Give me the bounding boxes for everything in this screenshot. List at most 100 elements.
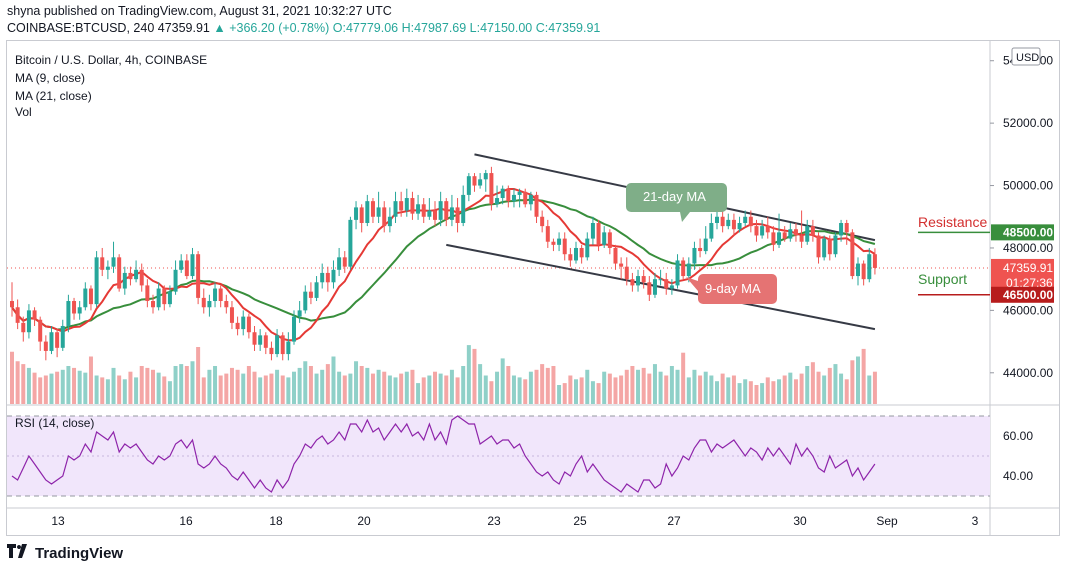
candle-body — [325, 272, 330, 283]
candle-body — [201, 297, 206, 308]
volume-bar — [88, 356, 93, 404]
candle-body — [686, 263, 691, 277]
volume-bar — [585, 369, 590, 404]
volume-bar — [404, 371, 409, 404]
volume-bar — [337, 371, 342, 404]
candle-body — [777, 232, 782, 245]
volume-bar — [805, 366, 810, 404]
tradingview-logo[interactable]: TradingView — [7, 544, 123, 562]
volume-bar — [359, 366, 364, 404]
volume-bar — [134, 377, 139, 404]
volume-bar — [376, 369, 381, 404]
candle-body — [760, 226, 765, 236]
candle-body — [810, 226, 815, 236]
candle-body — [658, 279, 663, 281]
candle-body — [641, 276, 646, 283]
candle-body — [213, 288, 218, 302]
volume-bar — [754, 385, 759, 404]
volume-bar — [466, 345, 471, 404]
volume-bar — [325, 364, 330, 404]
candle-body — [461, 194, 466, 223]
publish-info: shyna published on TradingView.com, Augu… — [7, 4, 392, 18]
candle-body — [156, 288, 161, 308]
volume-bar — [489, 381, 494, 404]
candle-body — [681, 260, 686, 277]
candle-body — [517, 191, 522, 195]
price-tick-label: 52000.00 — [1003, 116, 1053, 130]
volume-bar — [167, 381, 172, 404]
candle-body — [647, 282, 652, 295]
candle-body — [602, 232, 607, 245]
volume-bar — [303, 361, 308, 404]
volume-bar — [105, 379, 110, 404]
candle-body — [15, 307, 20, 323]
candle-body — [10, 301, 14, 308]
candle-body — [833, 235, 838, 255]
candle-body — [269, 347, 274, 355]
volume-bar — [43, 375, 48, 404]
candle-body — [438, 201, 443, 220]
volume-bar — [184, 366, 189, 404]
trend-channel-lower — [446, 243, 876, 331]
candle-body — [229, 307, 234, 323]
price-label-box — [991, 224, 1054, 241]
candle-body — [472, 176, 477, 186]
volume-bar — [269, 373, 274, 404]
volume-bar — [151, 369, 155, 404]
candle-body — [111, 257, 116, 267]
volume-bar — [393, 377, 398, 404]
candle-body — [117, 257, 122, 289]
chart-panel[interactable] — [6, 40, 1060, 536]
volume-bar — [179, 364, 184, 404]
volume-bar — [850, 360, 855, 404]
candle-body — [77, 307, 82, 314]
candle-body — [354, 207, 359, 220]
volume-bar — [213, 366, 218, 404]
candle-body — [540, 216, 545, 227]
candle-body — [421, 204, 426, 217]
volume-bar — [743, 379, 748, 404]
volume-bar — [715, 381, 719, 404]
candle-body — [737, 223, 742, 230]
volume-bar — [100, 377, 105, 404]
volume-bar — [218, 375, 223, 404]
volume-bar — [83, 372, 88, 404]
candle-body — [500, 188, 505, 199]
candle-body — [365, 201, 370, 223]
volume-bar — [331, 356, 336, 404]
rsi-tick-label: 40.00 — [1003, 469, 1033, 483]
volume-bar — [416, 383, 421, 404]
candle-body — [252, 332, 257, 345]
candle-body — [122, 272, 127, 289]
candle-body — [258, 335, 263, 345]
volume-bar — [613, 377, 618, 404]
ma21-callout-bubble — [626, 183, 727, 222]
resistance-label: Resistance — [918, 214, 987, 230]
candle-body — [782, 232, 787, 239]
candle-body — [816, 235, 821, 258]
volume-bar — [720, 373, 725, 404]
candle-body — [652, 279, 657, 295]
volume-bar — [292, 371, 296, 404]
volume-bar — [382, 371, 387, 404]
volume-bar — [94, 375, 99, 404]
time-label: 25 — [573, 514, 587, 528]
volume-bar — [511, 375, 516, 404]
candle-body — [72, 301, 77, 314]
volume-bar — [66, 366, 71, 404]
price-tick-label: 50000.00 — [1003, 179, 1053, 193]
candle-body — [38, 319, 43, 342]
rsi-line — [11, 415, 876, 493]
candle-body — [207, 301, 212, 308]
volume-bar — [495, 371, 500, 404]
candle-body — [393, 201, 398, 217]
volume-bar — [771, 381, 776, 404]
candle-body — [275, 335, 280, 355]
candle-body — [308, 291, 313, 298]
volume-bar — [619, 375, 624, 404]
volume-bar — [534, 369, 539, 404]
candle-body — [709, 223, 714, 239]
volume-bar — [354, 361, 359, 404]
candle-body — [94, 257, 99, 305]
